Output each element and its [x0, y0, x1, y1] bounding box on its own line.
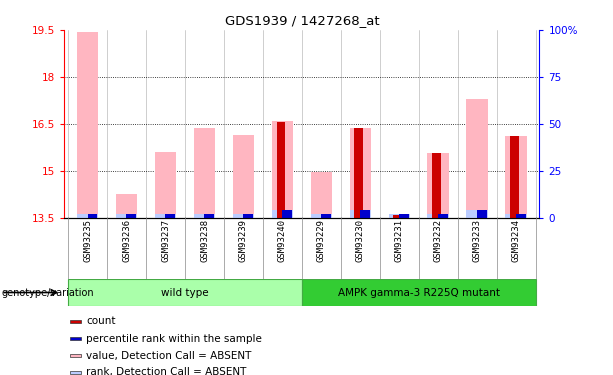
Text: GSM93239: GSM93239	[239, 219, 248, 262]
Bar	[311, 172, 332, 217]
Text: GSM93232: GSM93232	[433, 219, 443, 262]
Bar	[505, 136, 527, 218]
Bar	[116, 214, 137, 217]
Bar	[69, 371, 81, 374]
Bar	[516, 214, 525, 217]
Bar	[69, 320, 81, 323]
Bar	[389, 214, 410, 217]
Bar	[477, 210, 487, 218]
Bar	[272, 121, 293, 218]
Bar	[349, 210, 371, 218]
Bar	[389, 215, 410, 217]
Text: GSM93237: GSM93237	[161, 219, 170, 262]
Bar	[68, 279, 302, 306]
Bar	[243, 214, 253, 217]
Bar	[360, 210, 370, 218]
Bar	[321, 214, 331, 217]
Bar	[166, 214, 175, 217]
Bar	[272, 210, 293, 218]
Text: wild type: wild type	[161, 288, 209, 297]
Text: GSM93229: GSM93229	[317, 219, 326, 262]
Text: GSM93233: GSM93233	[473, 219, 482, 262]
Text: genotype/variation: genotype/variation	[1, 288, 94, 297]
Bar	[466, 99, 488, 218]
Bar	[432, 153, 441, 218]
Bar	[466, 210, 488, 218]
Bar	[302, 279, 536, 306]
Bar	[155, 214, 177, 217]
Bar	[77, 32, 99, 217]
Text: count: count	[86, 316, 116, 327]
Bar	[394, 215, 402, 217]
Bar	[116, 194, 137, 217]
Bar	[77, 214, 99, 217]
Bar	[155, 152, 177, 217]
Bar	[510, 136, 519, 218]
Bar	[427, 153, 449, 218]
Bar	[204, 214, 214, 217]
Bar	[282, 210, 292, 218]
Bar	[194, 128, 215, 217]
Title: GDS1939 / 1427268_at: GDS1939 / 1427268_at	[224, 15, 379, 27]
Text: value, Detection Call = ABSENT: value, Detection Call = ABSENT	[86, 351, 251, 361]
Bar	[233, 135, 254, 218]
Text: rank, Detection Call = ABSENT: rank, Detection Call = ABSENT	[86, 368, 246, 375]
Bar	[126, 214, 136, 217]
Bar	[194, 214, 215, 217]
Bar	[69, 337, 81, 340]
Bar	[69, 354, 81, 357]
Text: AMPK gamma-3 R225Q mutant: AMPK gamma-3 R225Q mutant	[338, 288, 500, 297]
Bar	[233, 214, 254, 217]
Text: GSM93236: GSM93236	[122, 219, 131, 262]
Text: percentile rank within the sample: percentile rank within the sample	[86, 334, 262, 344]
Bar	[88, 214, 97, 217]
Bar	[399, 214, 409, 217]
Bar	[354, 128, 363, 218]
Bar	[427, 214, 449, 217]
Text: GSM93240: GSM93240	[278, 219, 287, 262]
Bar	[505, 214, 527, 217]
Text: GSM93231: GSM93231	[395, 219, 404, 262]
Bar	[438, 214, 447, 217]
Text: GSM93238: GSM93238	[200, 219, 209, 262]
Text: GSM93230: GSM93230	[356, 219, 365, 262]
Text: GSM93235: GSM93235	[83, 219, 92, 262]
Bar	[276, 122, 285, 218]
Text: GSM93234: GSM93234	[512, 219, 520, 262]
Bar	[349, 128, 371, 218]
Bar	[311, 214, 332, 217]
